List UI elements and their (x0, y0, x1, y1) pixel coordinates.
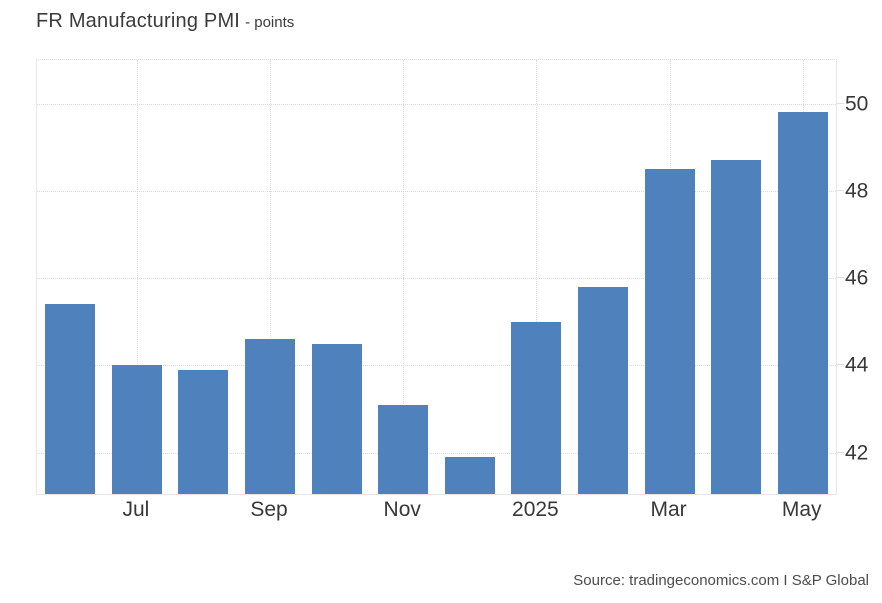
y-axis-label-42: 42 (845, 441, 869, 465)
chart-subtitle: - points (245, 14, 295, 31)
gridline-x-sep (270, 60, 272, 494)
gridline-x-jul (136, 60, 138, 494)
gridline-y-42 (37, 452, 836, 454)
bar-sep-2024[interactable] (245, 339, 296, 494)
y-axis-label-44: 44 (845, 353, 869, 377)
y-tick-mark-48 (836, 189, 844, 191)
bar-mar-2025[interactable] (644, 169, 695, 494)
x-axis-label-may: May (781, 498, 822, 521)
x-axis-label-nov: Nov (383, 498, 421, 521)
y-tick-mark-50 (836, 102, 844, 104)
bar-aug-2024[interactable] (178, 369, 229, 494)
bar-feb-2025[interactable] (577, 286, 628, 494)
x-axis-label-mar: Mar (650, 498, 687, 521)
source-attribution: Source: tradingeconomics.com I S&P Globa… (573, 572, 869, 589)
gridline-x-2025 (536, 60, 538, 494)
y-tick-mark-42 (836, 451, 844, 453)
chart-title: FR Manufacturing PMI (36, 10, 241, 32)
bar-oct-2024[interactable] (311, 343, 362, 494)
bar-jul-2024[interactable] (111, 365, 162, 494)
gridline-y-44 (37, 365, 836, 367)
bar-jun-2024[interactable] (45, 304, 96, 494)
bar-may-2025[interactable] (777, 112, 828, 494)
gridline-x-nov (403, 60, 405, 494)
gridline-y-50 (37, 103, 836, 105)
y-tick-mark-46 (836, 277, 844, 279)
gridline-y-46 (37, 278, 836, 280)
bar-apr-2025[interactable] (711, 160, 762, 494)
y-axis-label-50: 50 (845, 92, 869, 116)
x-axis-label-2025: 2025 (512, 498, 559, 521)
plot-area[interactable] (36, 59, 837, 495)
y-tick-mark-44 (836, 364, 844, 366)
y-axis-label-46: 46 (845, 266, 869, 290)
bar-jan-2025[interactable] (511, 321, 562, 494)
bar-nov-2024[interactable] (378, 404, 429, 494)
x-axis-label-sep: Sep (250, 498, 288, 521)
gridline-y-48 (37, 190, 836, 192)
y-axis-label-48: 48 (845, 179, 869, 203)
x-axis-label-jul: Jul (122, 498, 150, 521)
bar-dec-2024[interactable] (444, 456, 495, 494)
chart-title-row: FR Manufacturing PMI - points (36, 10, 294, 33)
